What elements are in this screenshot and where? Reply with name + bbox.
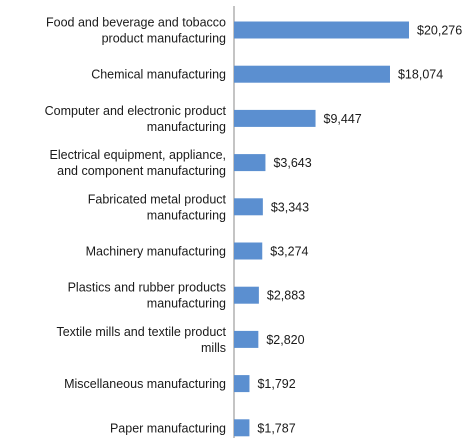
bar (234, 21, 409, 39)
category-label: Fabricated metal product manufacturing (88, 192, 227, 222)
category-label: Paper manufacturing (110, 421, 226, 435)
bar (234, 109, 316, 127)
bar (234, 65, 390, 83)
data-label: $3,274 (270, 245, 308, 259)
data-label: $18,074 (398, 68, 443, 82)
bar (234, 375, 250, 393)
bar (234, 154, 266, 172)
bar (234, 330, 259, 348)
category-label: Textile mills and textile product mills (56, 325, 226, 355)
category-label: Machinery manufacturing (86, 245, 226, 259)
category-label: Food and beverage and tobacco product man… (46, 16, 226, 46)
category-label: Computer and electronic product manufactu… (45, 104, 227, 134)
category-label: Chemical manufacturing (91, 68, 226, 82)
bar (234, 198, 263, 216)
category-label: Electrical equipment, appliance, and comp… (50, 148, 227, 178)
data-label: $2,883 (267, 289, 305, 303)
bar (234, 286, 259, 304)
data-label: $3,643 (273, 156, 311, 170)
category-label: Plastics and rubber products manufacturin… (68, 281, 226, 311)
category-label: Miscellaneous manufacturing (64, 377, 226, 391)
data-label: $1,787 (257, 421, 295, 435)
data-label: $2,820 (266, 333, 304, 347)
data-label: $1,792 (257, 377, 295, 391)
bar (234, 242, 263, 260)
data-label: $9,447 (324, 112, 362, 126)
data-label: $3,343 (271, 200, 309, 214)
bar (234, 419, 250, 437)
data-label: $20,276 (417, 24, 462, 38)
bars-group: $20,276 Food and beverage and tobacco prod… (45, 16, 462, 437)
